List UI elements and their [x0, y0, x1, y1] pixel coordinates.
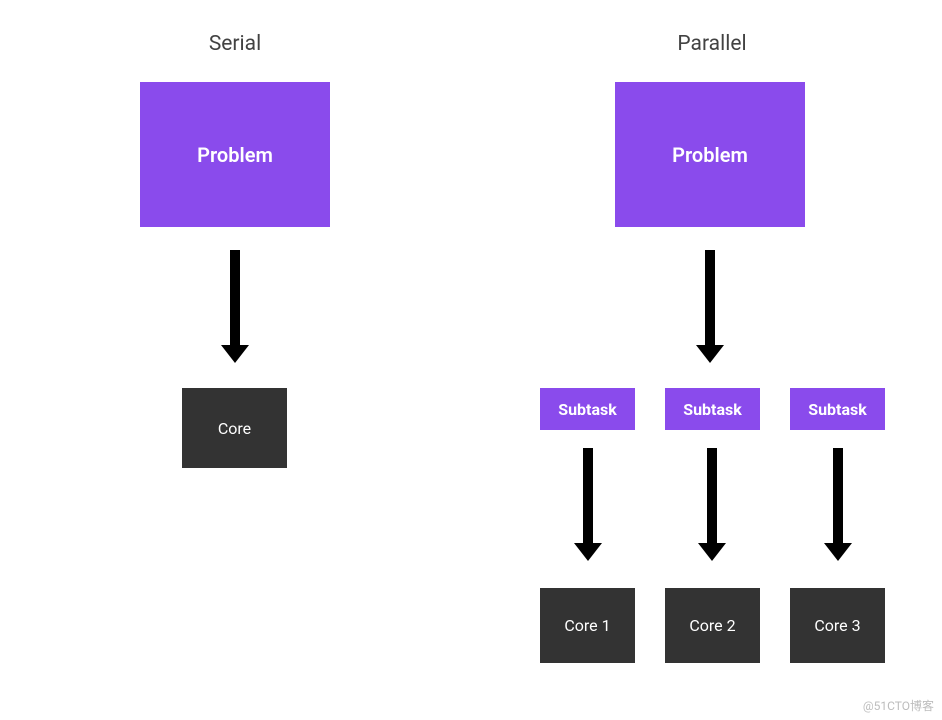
sub-arrow-2-icon [698, 448, 726, 561]
watermark-text: @51CTO博客 [863, 697, 934, 714]
sub-arrow-3-icon [824, 448, 852, 561]
subtask-box-2: Subtask [665, 388, 760, 430]
serial-core-box: Core [182, 388, 287, 468]
subtask-box-3: Subtask [790, 388, 885, 430]
subtask-box-1: Subtask [540, 388, 635, 430]
core-box-2: Core 2 [665, 588, 760, 663]
parallel-problem-box: Problem [615, 82, 805, 227]
core-box-1: Core 1 [540, 588, 635, 663]
serial-title: Serial [205, 32, 265, 56]
serial-problem-box: Problem [140, 82, 330, 227]
parallel-main-arrow-icon [696, 250, 724, 363]
sub-arrow-1-icon [574, 448, 602, 561]
parallel-title: Parallel [672, 32, 752, 56]
core-box-3: Core 3 [790, 588, 885, 663]
diagram-canvas: Serial Parallel Problem Core Problem Sub… [0, 0, 942, 720]
serial-arrow-icon [221, 250, 249, 363]
